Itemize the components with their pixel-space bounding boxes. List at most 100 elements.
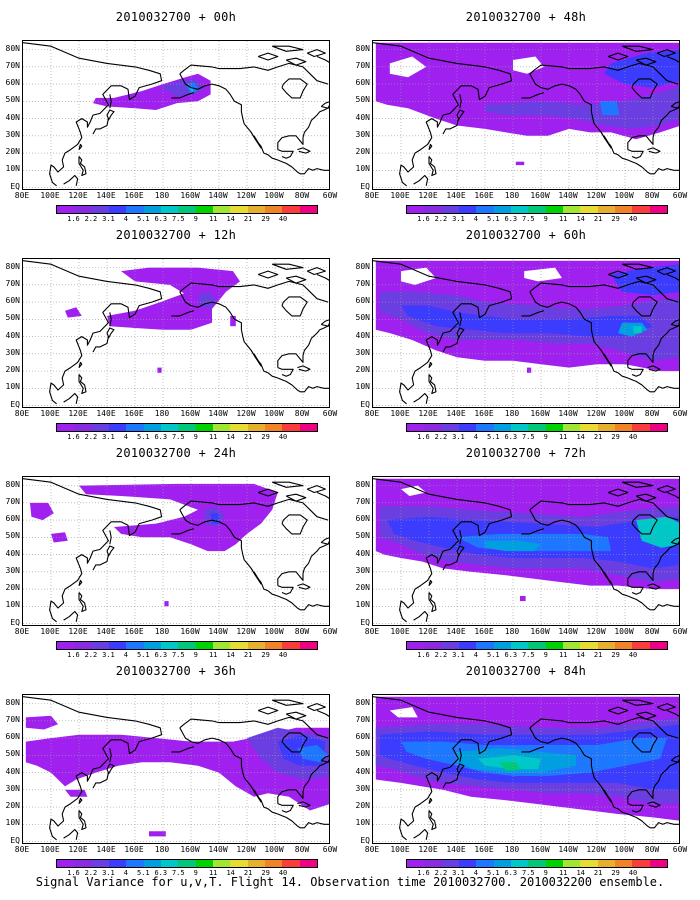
colorbar-swatch — [126, 642, 144, 649]
colorbar-swatch — [458, 860, 477, 867]
colorbar-label: 6.3 — [504, 433, 518, 441]
map-svg — [373, 477, 679, 625]
longitude-label: 60W — [322, 409, 338, 418]
colorbar-swatch — [597, 206, 615, 213]
colorbar-swatch — [458, 206, 477, 213]
colorbar-swatch — [143, 424, 161, 431]
colorbar-label: 5.1 — [137, 215, 150, 223]
longitude-label: 180 — [154, 191, 170, 200]
coastline — [109, 748, 112, 763]
longitude-label: 140E — [446, 627, 466, 636]
coastline — [442, 763, 465, 789]
latitude-label: 80N — [5, 43, 20, 53]
colorbar-label: 4 — [473, 869, 478, 877]
colorbar-swatch — [108, 642, 127, 649]
coastline — [413, 392, 429, 404]
colorbar-swatch — [247, 860, 265, 867]
colorbar-swatch — [580, 642, 598, 649]
colorbar-swatch — [282, 860, 300, 867]
latitude-label: 50N — [355, 749, 370, 759]
colorbar-label: 5.1 — [487, 433, 500, 441]
longitude-label: 80W — [644, 409, 660, 418]
colorbar-swatch — [160, 642, 179, 649]
coastline — [277, 367, 294, 377]
coastline — [320, 319, 329, 327]
forecast-map — [372, 694, 680, 844]
map-svg — [373, 41, 679, 189]
colorbar-swatch — [545, 860, 563, 867]
colorbar-swatch — [178, 206, 196, 213]
coastline — [666, 491, 679, 499]
latitude-label: 20N — [5, 801, 20, 811]
colorbar-label: 6.3 — [154, 433, 168, 441]
panel-title: 2010032700 + 60h — [465, 228, 587, 242]
colorbar-swatch — [632, 424, 650, 431]
colorbar-label: 5.1 — [487, 869, 500, 877]
coastline — [428, 361, 433, 368]
coastline — [459, 748, 462, 763]
colorbar-label: 40 — [278, 433, 288, 441]
latitude-label: 50N — [5, 95, 20, 105]
coastline — [171, 746, 194, 753]
longitude-label: 100E — [40, 845, 60, 854]
colorbar-label: 7.5 — [171, 651, 185, 659]
colorbar-swatch — [264, 206, 283, 213]
colorbar-swatch — [282, 424, 300, 431]
latitude-label: 80N — [355, 261, 370, 271]
colorbar-swatch — [632, 860, 650, 867]
colorbar-label: 3.1 — [102, 215, 115, 223]
coastline — [459, 530, 462, 545]
longitude-label: 120W — [586, 191, 606, 200]
longitude-label: 140W — [208, 409, 228, 418]
longitude-label: 120E — [418, 627, 438, 636]
longitude-label: 120E — [68, 409, 88, 418]
latitude-label: 80N — [355, 43, 370, 53]
longitude-label: 120W — [586, 845, 606, 854]
colorbar — [406, 641, 668, 650]
coastline — [179, 62, 329, 85]
colorbar-label: 14 — [226, 651, 235, 659]
colorbar-label: 40 — [628, 869, 638, 877]
colorbar-label: 6.3 — [504, 215, 518, 223]
colorbar-label: 11 — [208, 651, 218, 659]
coastline — [666, 709, 679, 717]
latitude-label: 70N — [5, 714, 20, 724]
longitude-label: 60W — [322, 845, 338, 854]
colorbar-swatch — [108, 206, 127, 213]
latitude-label: 40N — [355, 330, 370, 340]
longitude-label: 80W — [294, 627, 310, 636]
coastline — [63, 610, 79, 622]
longitude-label: 80E — [364, 191, 380, 200]
coastline — [521, 92, 544, 99]
latitude-label: 30N — [5, 129, 20, 139]
variance-shading — [65, 789, 88, 797]
colorbar-label: 3.1 — [452, 215, 465, 223]
colorbar-label: 11 — [558, 215, 568, 223]
longitude-label: 160W — [180, 627, 200, 636]
longitude-label: 140E — [96, 845, 116, 854]
colorbar-label: 14 — [226, 433, 235, 441]
coastline — [529, 716, 679, 739]
colorbar-label: 2.2 — [434, 215, 448, 223]
latitude-label: EQ — [360, 399, 370, 409]
longitude-label: 80W — [644, 627, 660, 636]
coastline — [635, 493, 657, 502]
variance-shading — [65, 307, 82, 318]
colorbar-label: 9 — [193, 869, 198, 877]
colorbar-swatch — [545, 206, 563, 213]
latitude-label: 40N — [355, 112, 370, 122]
longitude-label: 100E — [390, 191, 410, 200]
latitude-label: 10N — [355, 818, 370, 828]
coastline — [428, 579, 433, 586]
colorbar-swatch — [424, 860, 442, 867]
coastline — [277, 760, 329, 804]
coastline — [600, 132, 612, 149]
colorbar-swatch — [143, 642, 161, 649]
longitude-label: 160E — [124, 191, 144, 200]
colorbar-swatch — [562, 206, 581, 213]
latitude-label: 40N — [355, 766, 370, 776]
latitude-label: 10N — [5, 818, 20, 828]
variance-shading — [599, 101, 620, 116]
colorbar-swatch — [247, 206, 265, 213]
coastline — [373, 260, 513, 405]
